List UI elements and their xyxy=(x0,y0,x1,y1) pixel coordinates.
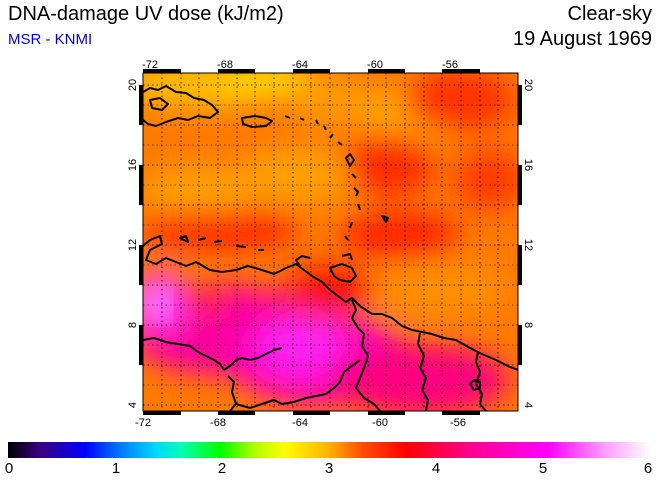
lat-tick-label: 16 xyxy=(522,159,534,171)
colorbar xyxy=(8,442,651,458)
lon-tick-label: -64 xyxy=(292,59,308,71)
lon-ticks-top: -72 -68 -64 -60 -56 xyxy=(142,59,458,71)
uv-dose-map: -72 -68 -64 -60 -56 -72 -68 -64 -60 -56 … xyxy=(127,59,534,429)
lat-tick-label: 4 xyxy=(522,402,534,408)
colorbar-label: 1 xyxy=(111,460,121,477)
coastlines xyxy=(143,85,518,411)
lon-tick-label: -60 xyxy=(367,59,383,71)
lat-tick-label: 16 xyxy=(127,159,139,171)
credit-label: MSR - KNMI xyxy=(8,31,93,48)
map-title: DNA-damage UV dose (kJ/m2) xyxy=(8,3,284,25)
lat-tick-label: 12 xyxy=(522,239,534,251)
lon-ticks-bottom: -72 -68 -64 -60 -56 xyxy=(135,417,466,429)
lon-tick-label: -68 xyxy=(217,59,233,71)
lat-tick-label: 20 xyxy=(522,79,534,91)
lat-ticks-right: 4 8 12 16 20 xyxy=(522,79,534,408)
lon-tick-label: -68 xyxy=(210,417,226,429)
colorbar-label: 3 xyxy=(324,460,334,477)
lat-tick-label: 8 xyxy=(127,322,139,328)
colorbar-label: 4 xyxy=(431,460,441,477)
lon-tick-label: -72 xyxy=(142,59,158,71)
lat-tick-label: 20 xyxy=(127,79,139,91)
lon-tick-label: -56 xyxy=(442,59,458,71)
colorbar-label: 0 xyxy=(4,460,14,477)
lat-tick-label: 12 xyxy=(127,239,139,251)
colorbar-label: 2 xyxy=(217,460,227,477)
lat-tick-label: 4 xyxy=(127,402,139,408)
map-frame-bars xyxy=(139,69,522,415)
date-label: 19 August 1969 xyxy=(512,28,652,50)
map-frame xyxy=(142,72,519,412)
dose-field xyxy=(143,73,518,411)
lat-tick-label: 8 xyxy=(522,322,534,328)
lon-tick-label: -72 xyxy=(135,417,151,429)
colorbar-label: 6 xyxy=(643,460,653,477)
lon-tick-label: -64 xyxy=(292,417,308,429)
lat-ticks-left: 4 8 12 16 20 xyxy=(127,79,139,408)
sky-condition-label: Clear-sky xyxy=(567,3,652,25)
colorbar-label: 5 xyxy=(538,460,548,477)
lon-tick-label: -60 xyxy=(372,417,388,429)
lon-tick-label: -56 xyxy=(450,417,466,429)
